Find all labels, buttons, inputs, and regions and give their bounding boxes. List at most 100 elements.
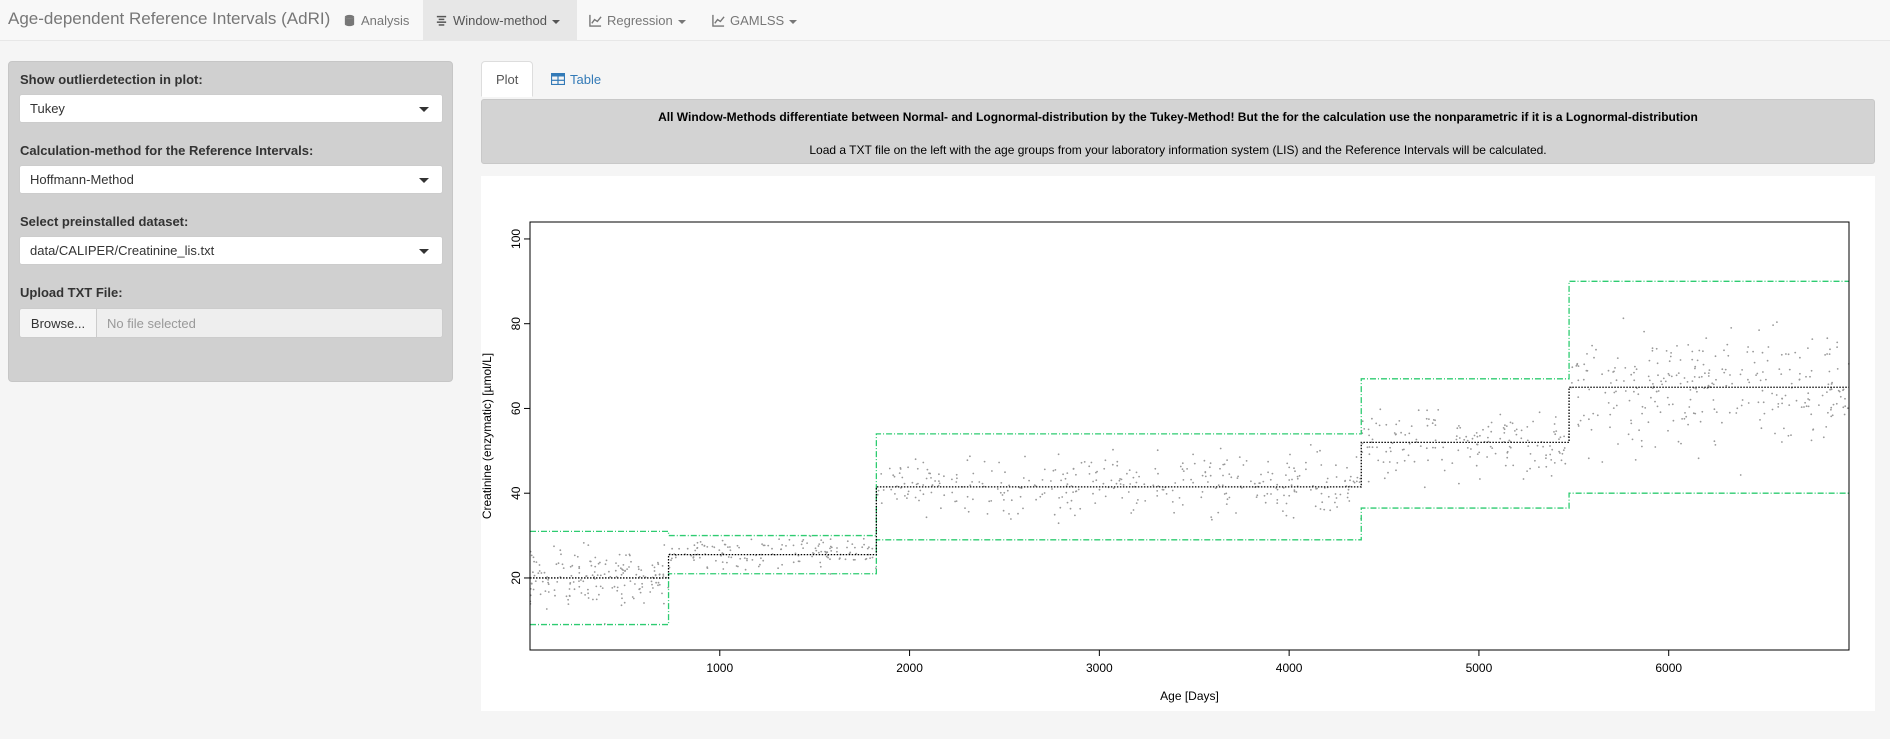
nav-window-method[interactable]: Window-method — [423, 0, 577, 41]
tab-plot[interactable]: Plot — [481, 61, 533, 97]
data-point — [569, 565, 572, 568]
data-point — [567, 603, 570, 605]
chevron-down-icon — [419, 107, 429, 112]
data-point — [1555, 430, 1558, 432]
data-point — [608, 570, 610, 573]
data-point — [699, 541, 702, 543]
data-point — [657, 581, 660, 584]
data-point — [1289, 453, 1291, 456]
nav-analysis[interactable]: Analysis — [331, 0, 421, 41]
data-point — [983, 460, 986, 463]
nav-analysis-label: Analysis — [361, 13, 410, 28]
data-point — [1077, 488, 1080, 491]
dataset-select[interactable]: data/CALIPER/Creatinine_lis.txt — [19, 236, 443, 265]
data-point — [565, 595, 568, 598]
data-point — [899, 467, 902, 469]
data-point — [1356, 476, 1359, 479]
nav-gamlss[interactable]: GAMLSS — [700, 0, 809, 41]
data-point — [1327, 495, 1330, 498]
data-point — [1656, 405, 1659, 408]
data-point — [1305, 468, 1307, 471]
data-point — [1759, 379, 1762, 382]
data-point — [1310, 489, 1312, 491]
data-point — [559, 549, 562, 552]
data-point — [825, 552, 828, 554]
data-point — [1264, 501, 1267, 504]
data-point — [1527, 445, 1530, 447]
data-point — [1830, 415, 1833, 418]
data-point — [1458, 482, 1460, 485]
data-point — [587, 597, 590, 599]
nav-regression[interactable]: Regression — [577, 0, 698, 41]
data-point — [1499, 437, 1502, 440]
data-point — [955, 481, 958, 483]
data-point — [760, 553, 763, 556]
data-point — [555, 563, 558, 566]
data-point — [1210, 516, 1213, 518]
data-point — [1119, 483, 1122, 485]
data-point — [1512, 464, 1515, 467]
data-point — [1740, 404, 1743, 407]
data-point — [822, 541, 825, 544]
data-point — [530, 582, 533, 585]
calc-method-select[interactable]: Hoffmann-Method — [19, 165, 443, 194]
data-point — [777, 567, 779, 570]
data-point — [1088, 473, 1091, 475]
tab-table[interactable]: Table — [537, 61, 615, 97]
data-point — [1526, 439, 1529, 442]
data-point — [1066, 483, 1069, 485]
chevron-down-icon — [419, 178, 429, 183]
data-point — [604, 563, 607, 566]
data-point — [692, 556, 695, 558]
data-point — [1475, 464, 1478, 467]
data-point — [738, 546, 740, 549]
data-point — [996, 488, 999, 490]
data-point — [1092, 480, 1094, 483]
data-point — [1442, 446, 1445, 449]
data-point — [819, 561, 822, 564]
median-line — [530, 386, 1849, 579]
data-point — [1601, 461, 1604, 463]
data-point — [1538, 466, 1540, 468]
data-point — [1711, 382, 1714, 385]
data-point — [1772, 324, 1774, 326]
data-point — [981, 482, 984, 485]
data-point — [1132, 509, 1135, 511]
data-point — [978, 481, 981, 483]
data-point — [988, 500, 991, 503]
outlier-select[interactable]: Tukey — [19, 94, 443, 123]
data-point — [1022, 507, 1024, 510]
data-point — [1670, 375, 1673, 378]
data-point — [1781, 441, 1783, 443]
data-point — [1387, 471, 1389, 474]
data-point — [1763, 412, 1766, 415]
line-chart-icon — [712, 14, 725, 27]
data-point — [1587, 457, 1590, 460]
data-point — [1288, 466, 1291, 469]
data-point — [571, 564, 574, 567]
data-point — [1624, 390, 1627, 392]
data-point — [584, 594, 586, 596]
data-point — [1515, 433, 1518, 436]
data-point — [1650, 396, 1652, 399]
data-point — [1116, 464, 1119, 467]
data-point — [1839, 395, 1842, 398]
data-point — [1489, 445, 1492, 448]
data-point — [735, 565, 738, 567]
data-point — [568, 588, 571, 590]
data-point — [1095, 471, 1097, 474]
data-point — [817, 551, 820, 554]
data-point — [1677, 372, 1680, 374]
data-point — [1758, 329, 1760, 331]
browse-button[interactable]: Browse... — [19, 308, 97, 338]
data-point — [800, 543, 803, 546]
data-point — [706, 546, 709, 548]
data-point — [1828, 353, 1831, 355]
file-name-field[interactable]: No file selected — [96, 308, 443, 338]
data-point — [934, 480, 936, 482]
app-brand[interactable]: Age-dependent Reference Intervals (AdRI) — [8, 9, 331, 28]
data-point — [1305, 461, 1307, 464]
data-point — [1135, 481, 1138, 484]
data-point — [674, 556, 677, 559]
data-point — [1490, 421, 1493, 424]
